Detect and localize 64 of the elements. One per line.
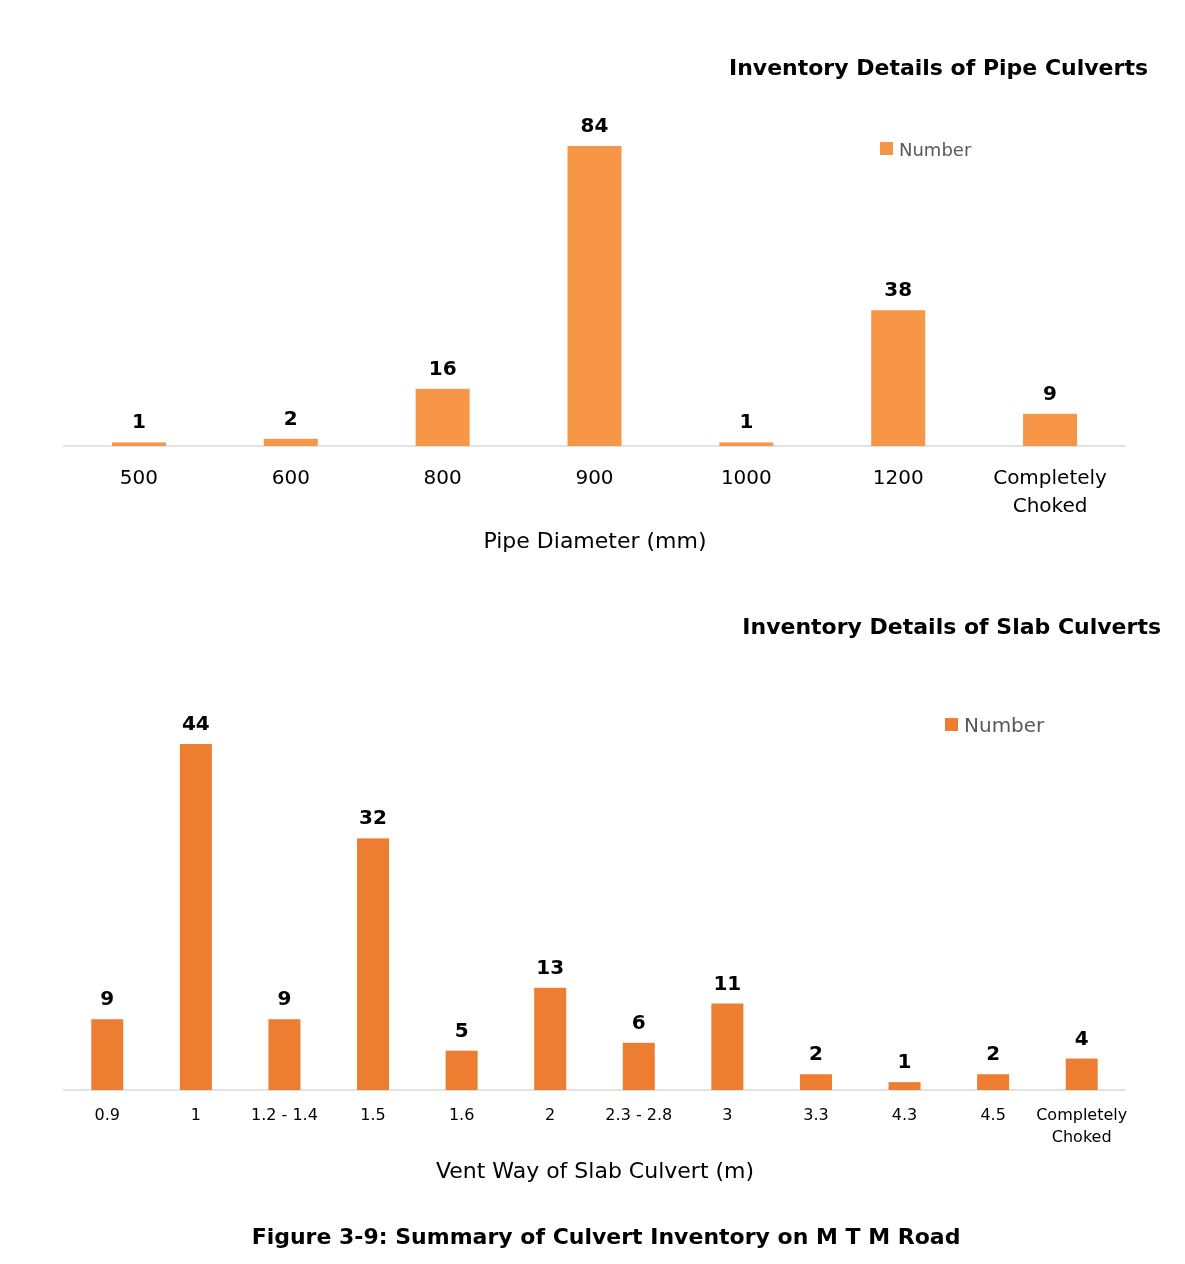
x-tick-label: 1200 xyxy=(872,465,924,489)
data-label: 5 xyxy=(454,1017,469,1042)
x-tick-label: 600 xyxy=(271,465,310,489)
x-tick-label: Completely Choked xyxy=(993,465,1108,517)
bar xyxy=(719,442,774,446)
x-axis-title: Pipe Diameter (mm) xyxy=(483,528,707,553)
x-tick-label: 800 xyxy=(423,465,462,489)
bar xyxy=(567,146,622,446)
x-tick-label: 1.2 - 1.4 xyxy=(251,1105,318,1124)
bar xyxy=(111,442,166,446)
bar xyxy=(1065,1058,1098,1090)
bar xyxy=(622,1042,655,1090)
data-label: 38 xyxy=(884,277,913,302)
data-label: 44 xyxy=(181,711,210,735)
x-tick-label: 1000 xyxy=(720,465,772,489)
x-tick-label: 500 xyxy=(119,465,159,489)
x-tick-label: 1.5 xyxy=(360,1105,386,1124)
x-tick-label: 1 xyxy=(190,1105,201,1124)
x-tick-label: 3 xyxy=(722,1105,733,1124)
bar xyxy=(534,987,567,1090)
data-label: 4 xyxy=(1074,1025,1089,1050)
x-tick-label: 4.3 xyxy=(891,1105,918,1124)
x-tick-label: 2.3 - 2.8 xyxy=(605,1105,673,1124)
data-label: 1 xyxy=(739,409,754,434)
data-label: 13 xyxy=(536,954,565,979)
chart-title: Inventory Details of Slab Culverts xyxy=(742,614,1161,639)
x-tick-label: 3.3 xyxy=(803,1105,829,1124)
bar xyxy=(888,1082,921,1090)
data-label: 32 xyxy=(359,805,387,830)
x-tick-label: Completely Choked xyxy=(1036,1105,1128,1147)
bar xyxy=(263,438,318,446)
data-label: 2 xyxy=(986,1041,1001,1066)
bar xyxy=(91,1019,124,1090)
x-axis-title: Vent Way of Slab Culvert (m) xyxy=(435,1158,755,1183)
x-tick-label: 1.6 xyxy=(448,1105,475,1124)
data-label: 2 xyxy=(283,405,298,430)
legend-label: Number xyxy=(899,139,972,160)
x-tick-label: 900 xyxy=(575,465,614,489)
data-label: 1 xyxy=(131,409,146,434)
data-label: 9 xyxy=(1043,380,1058,405)
chart-title: Inventory Details of Pipe Culverts xyxy=(728,55,1148,80)
bar xyxy=(445,1050,478,1090)
data-label: 9 xyxy=(100,986,115,1011)
x-tick-label: 4.5 xyxy=(980,1105,1006,1124)
bar xyxy=(415,388,470,446)
x-tick-label: 2 xyxy=(545,1105,556,1124)
data-label: 9 xyxy=(277,986,292,1011)
bar xyxy=(268,1019,301,1090)
data-label: 11 xyxy=(713,970,742,995)
bar xyxy=(179,744,212,1090)
bar xyxy=(1023,413,1078,446)
data-label: 2 xyxy=(809,1041,823,1066)
data-label: 16 xyxy=(428,355,457,380)
caption: Figure 3-9: Summary of Culvert Inventory on M T M Road xyxy=(251,1224,961,1249)
bar xyxy=(977,1074,1010,1090)
legend-label: Number xyxy=(964,713,1046,737)
data-label: 1 xyxy=(897,1049,912,1074)
x-tick-label: 0.9 xyxy=(94,1105,121,1124)
bar xyxy=(357,838,390,1090)
bar xyxy=(711,1003,744,1090)
bar xyxy=(871,310,926,446)
bar xyxy=(799,1074,832,1090)
data-label: 6 xyxy=(631,1009,646,1034)
data-label: 84 xyxy=(580,113,609,137)
